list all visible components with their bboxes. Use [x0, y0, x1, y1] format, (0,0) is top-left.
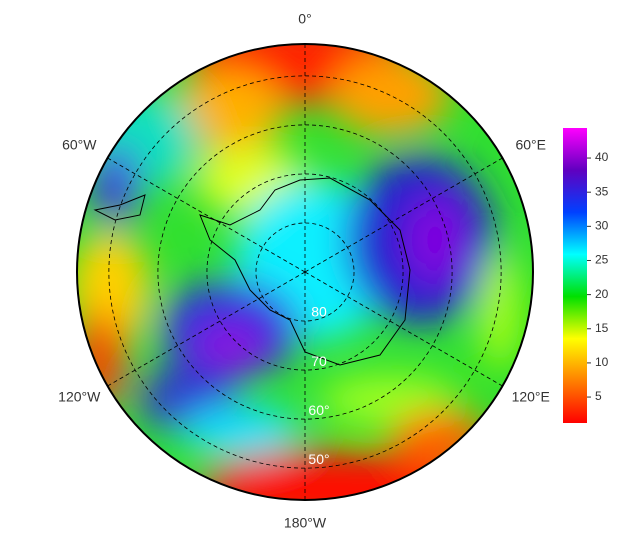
lat-label: 70: [311, 353, 327, 369]
lat-label: 50°: [308, 451, 329, 467]
lon-line: [304, 157, 503, 273]
lon-label: 0°: [298, 11, 311, 27]
lat-ring: [108, 75, 502, 469]
lon-line: [107, 157, 306, 273]
lat-label: 80: [311, 304, 327, 320]
map-border: [76, 43, 534, 501]
colorbar-tick-label: 25: [595, 253, 609, 267]
colorbar-tick-label: 35: [595, 184, 609, 198]
lat-ring: [157, 124, 453, 420]
coastline: [93, 194, 146, 221]
lon-label: 60°E: [515, 137, 546, 153]
lon-label: 180°W: [284, 515, 327, 531]
coastline: [199, 177, 411, 366]
lat-label: 60°: [308, 402, 329, 418]
lon-label: 120°E: [512, 389, 550, 405]
lon-label: 120°W: [58, 389, 101, 405]
colorbar: [563, 128, 587, 423]
lon-line: [107, 271, 306, 387]
lon-label: 60°W: [62, 137, 97, 153]
colorbar-tick-label: 20: [595, 287, 609, 301]
graticule: [107, 44, 503, 500]
colorbar-tick-label: 15: [595, 321, 609, 335]
colorbar-tick-label: 5: [595, 389, 602, 403]
lat-ring: [255, 222, 355, 322]
colorbar-tick-label: 10: [595, 355, 609, 369]
colorbar-tick-label: 40: [595, 150, 609, 164]
colorbar-tick-label: 30: [595, 219, 609, 233]
lon-line: [304, 271, 503, 387]
lat-ring: [206, 173, 404, 371]
